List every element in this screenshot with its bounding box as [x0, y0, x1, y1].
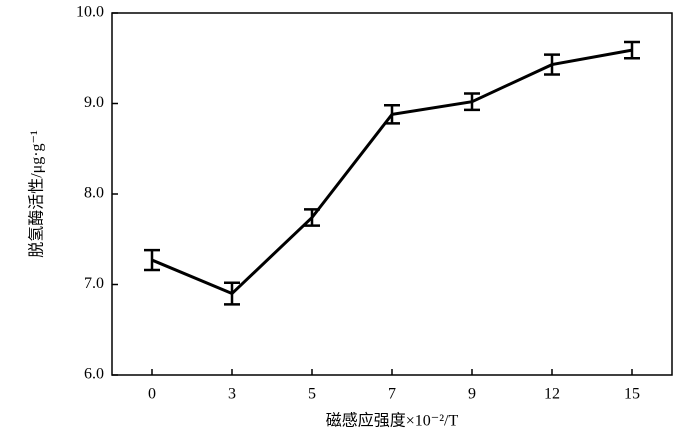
- y-tick-label: 7.0: [84, 275, 104, 292]
- x-tick-label: 15: [624, 386, 640, 403]
- y-tick-label: 8.0: [84, 185, 104, 202]
- error-bar: [224, 281, 240, 306]
- error-bar: [624, 40, 640, 60]
- plot-frame: [111, 12, 673, 376]
- error-bar: [384, 104, 400, 125]
- x-axis-label: 磁感应强度×10⁻²/T: [326, 411, 459, 430]
- x-tick-label: 5: [308, 386, 316, 403]
- error-bar: [144, 248, 160, 272]
- error-bar: [304, 208, 320, 227]
- x-tick-label: 0: [148, 386, 156, 403]
- y-tick-label: 6.0: [84, 366, 104, 383]
- x-tick-label: 3: [228, 386, 236, 403]
- y-axis-label: 脱氢酶活性/μg·g⁻¹: [28, 130, 46, 258]
- y-tick-label: 10.0: [76, 4, 104, 21]
- error-bar: [464, 92, 480, 112]
- data-line: [151, 48, 633, 296]
- y-tick-label: 9.0: [84, 94, 104, 111]
- x-tick-label: 9: [468, 386, 476, 403]
- x-tick-label: 7: [388, 386, 396, 403]
- x-tick-label: 12: [544, 386, 560, 403]
- error-bar: [544, 53, 560, 76]
